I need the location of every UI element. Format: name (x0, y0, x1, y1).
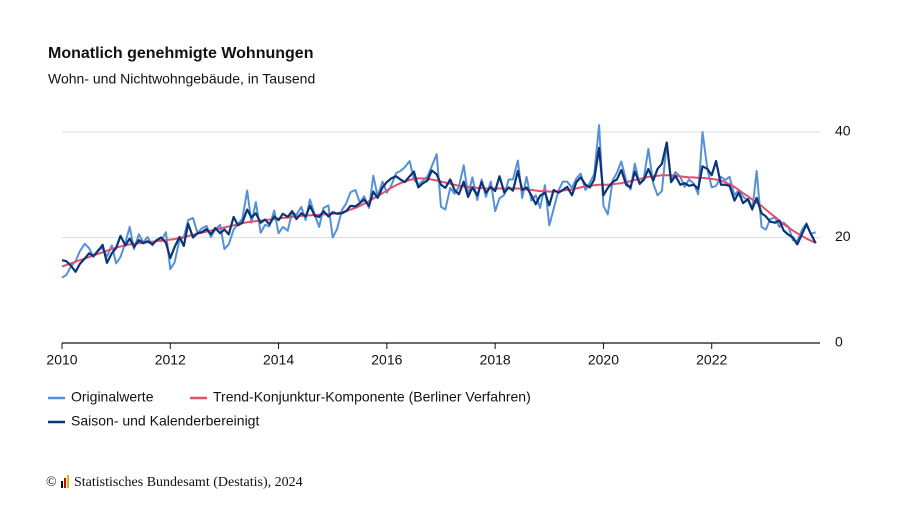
x-tick-label: 2010 (46, 352, 77, 368)
x-tick-label: 2014 (263, 352, 294, 368)
series-line (61, 124, 816, 279)
source: Statistisches Bundesamt (Destatis), 2024 (74, 475, 303, 490)
y-tick-label: 20 (835, 228, 851, 244)
logo (61, 475, 69, 488)
x-tick-label: 2022 (696, 352, 727, 368)
x-tick-label: 2012 (155, 352, 186, 368)
x-tick-label: 2020 (588, 352, 619, 368)
x-tick-label: 2018 (480, 352, 511, 368)
y-tick-label: 0 (835, 334, 843, 350)
legend-label: Saison- und Kalenderbereinigt (71, 413, 259, 429)
source-symbol: © (46, 475, 57, 490)
x-tick-label: 2016 (371, 352, 402, 368)
series-line (61, 141, 817, 273)
legend-label: Trend-Konjunktur-Komponente (Berliner Ve… (213, 389, 531, 405)
y-tick-label: 40 (835, 123, 851, 139)
chart-subtitle: Wohn- und Nichtwohngebäude, in Tausend (48, 71, 315, 87)
legend-label: Originalwerte (71, 389, 154, 405)
chart-title: Monatlich genehmigte Wohnungen (48, 45, 313, 62)
